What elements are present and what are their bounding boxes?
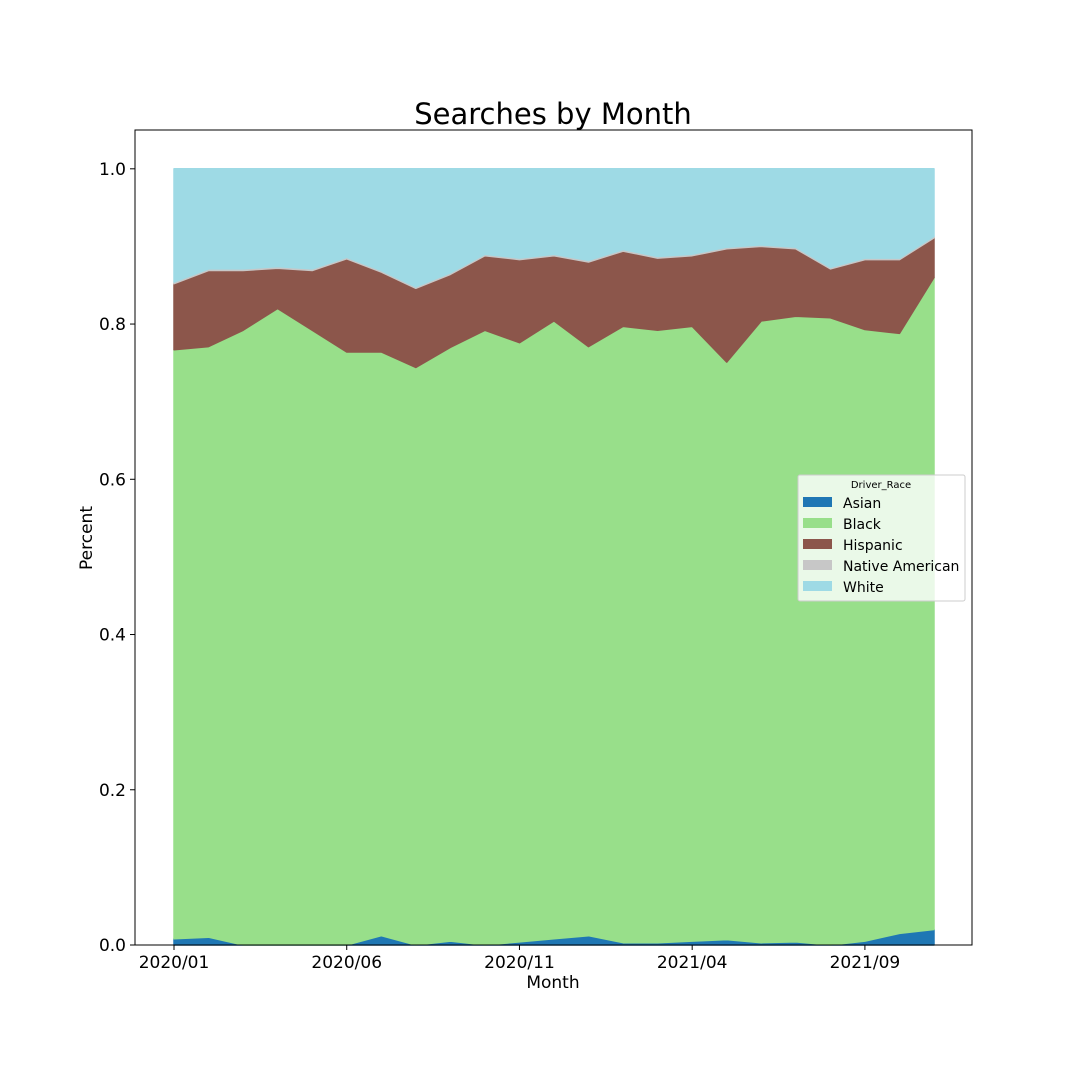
- y-tick-label: 0.4: [99, 626, 126, 646]
- y-tick-label: 1.0: [99, 160, 126, 180]
- y-axis: 0.0 0.2 0.4 0.6 0.8 1.0: [99, 160, 135, 956]
- legend-label-black: Black: [843, 517, 882, 533]
- plot-areas: [173, 168, 935, 946]
- y-axis-label: Percent: [77, 506, 97, 570]
- legend-label-asian: Asian: [843, 496, 881, 512]
- legend: Driver_Race Asian Black Hispanic Native Ame…: [797, 474, 966, 602]
- x-axis-label: Month: [526, 973, 579, 993]
- x-tick-label: 2020/11: [484, 953, 555, 973]
- legend-label-white: White: [843, 580, 884, 596]
- legend-swatch-hispanic: [803, 539, 832, 549]
- y-tick-label: 0.8: [99, 315, 126, 335]
- x-tick-label: 2020/01: [139, 953, 210, 973]
- legend-swatch-black: [803, 518, 832, 528]
- legend-box: [797, 474, 966, 602]
- y-tick-label: 0.2: [99, 781, 126, 801]
- x-tick-label: 2021/09: [830, 953, 901, 973]
- legend-swatch-white: [803, 581, 832, 591]
- legend-label-native-american: Native American: [843, 559, 959, 575]
- legend-swatch-native-american: [803, 560, 832, 570]
- plot-frame: [134, 129, 973, 946]
- y-tick-label: 0.6: [99, 470, 126, 490]
- x-tick-label: 2020/06: [311, 953, 382, 973]
- y-tick-label: 0.0: [99, 936, 126, 956]
- area-white: [173, 168, 935, 288]
- x-tick-label: 2021/04: [657, 953, 728, 973]
- legend-title: Driver_Race: [851, 480, 911, 491]
- x-axis: 2020/01 2020/06 2020/11 2021/04 2021/09: [139, 945, 901, 973]
- chart-title: Searches by Month: [414, 97, 691, 131]
- area-black: [173, 276, 935, 946]
- legend-label-hispanic: Hispanic: [843, 538, 903, 554]
- legend-swatch-asian: [803, 497, 832, 507]
